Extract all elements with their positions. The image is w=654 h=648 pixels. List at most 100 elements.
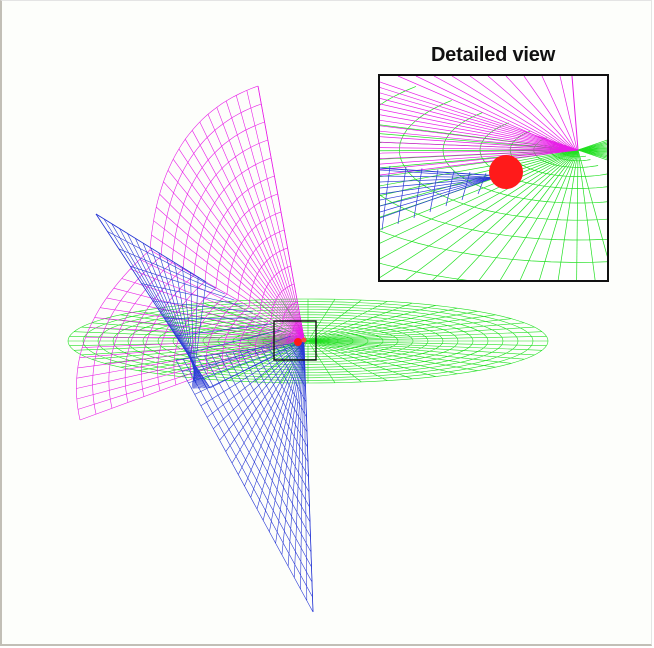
inset-pink-ring [541, 76, 577, 151]
blue-ring [175, 359, 314, 613]
pink-ring [254, 283, 295, 356]
pink-ring [238, 265, 292, 362]
inset-blue-line [380, 175, 501, 179]
inset-pink-ring [469, 76, 573, 151]
disc-spoke [307, 340, 512, 364]
disc-spoke [307, 307, 458, 342]
inset-green-spoke [577, 141, 607, 151]
inset-blue-line [380, 176, 501, 195]
blue-edge [303, 341, 314, 613]
inset-blue-line [380, 176, 501, 189]
blue-ring [268, 346, 307, 418]
inset-green-spoke [380, 149, 579, 244]
blue-ring [225, 352, 310, 508]
blue-ring [204, 355, 312, 553]
inset-green-spoke [577, 149, 607, 151]
disc-spoke [307, 340, 413, 380]
blue-ring [275, 345, 307, 403]
blue-flap-ring [187, 329, 282, 354]
inset-green-spoke [519, 149, 579, 280]
inset-pink-ring [505, 76, 575, 151]
disc-spoke [307, 322, 525, 342]
disc-spoke [69, 336, 309, 342]
blue-flap-ring [175, 323, 272, 337]
inset-green-spoke [577, 149, 607, 151]
disc-spoke [307, 340, 543, 351]
inset-green-spoke [456, 149, 579, 280]
blue-ring [261, 347, 308, 433]
blue-flap-ring [152, 300, 254, 313]
inset-blue-ring [445, 170, 455, 207]
blue-cone-surface [95, 213, 314, 613]
inset-blue-line [380, 175, 501, 213]
disc-spoke [307, 318, 512, 342]
green-disc-surface [67, 298, 549, 384]
inset-blue-line [380, 176, 501, 201]
pink-ring [108, 121, 265, 409]
disc-spoke [307, 340, 496, 368]
pink-ring [141, 157, 272, 397]
pink-ring [271, 301, 298, 350]
inset-green-spoke [577, 146, 607, 151]
blue-ring [211, 354, 311, 538]
disc-spoke [307, 305, 436, 342]
inset-green-spoke [577, 149, 607, 154]
inset-green-spoke [405, 149, 579, 280]
disc-spoke [307, 311, 478, 342]
pink-ring [222, 247, 288, 368]
inset-blue-line [380, 175, 501, 207]
inset-green-spoke [380, 149, 579, 278]
inset-blue-ring [461, 171, 471, 201]
blue-flap-ring [130, 265, 235, 301]
inset-pink-generator [380, 149, 579, 154]
pink-ring [124, 139, 269, 403]
inset-pink-ring [451, 76, 572, 151]
inset-blue-edge [380, 167, 501, 177]
inset-pink-generator [380, 149, 579, 170]
inset-green-spoke [577, 147, 607, 151]
pink-ring [92, 103, 262, 415]
inset-green-spoke [577, 149, 607, 156]
inset-pink-generator [380, 136, 579, 151]
inset-green-spoke [577, 145, 607, 151]
main-scene [67, 85, 549, 613]
inset-pink-generator [380, 81, 579, 151]
inset-green-spoke [577, 149, 607, 158]
inset-blue-ring [477, 173, 487, 195]
inset-pink-ring [415, 76, 571, 151]
inset-pink-edge [571, 76, 579, 151]
inset-pink-generator [380, 141, 579, 151]
inset-pink-ring [433, 76, 571, 151]
inset-green-spoke [577, 142, 607, 151]
inset-pink-ring [397, 76, 570, 151]
inset-intersection-point [489, 155, 523, 189]
disc-spoke [307, 336, 547, 342]
disc-spoke [307, 302, 413, 342]
inset-title: Detailed view [430, 44, 556, 66]
disc-spoke [307, 314, 496, 342]
inset-pink-generator [380, 149, 579, 165]
blue-ring [197, 356, 312, 568]
disc-spoke [307, 340, 478, 371]
blue-ring [189, 357, 313, 583]
disc-spoke [307, 326, 535, 342]
inset-green-ring [380, 230, 607, 263]
pink-edge [257, 85, 305, 339]
intersection-point-halo [301, 337, 307, 343]
inset-blue-surface [380, 165, 501, 231]
inset-green-spoke [478, 149, 579, 280]
inset-green-spoke [577, 149, 607, 153]
inset-pink-generator [380, 119, 579, 151]
inset-pink-generator [380, 130, 579, 151]
disc-spoke [307, 340, 436, 377]
blue-ring [282, 344, 306, 388]
inset-green-spoke [577, 149, 607, 155]
inset-blue-ring [429, 169, 439, 213]
blue-flap-ring [118, 248, 225, 295]
inset-pink-surface [380, 76, 579, 176]
inset-green-spoke [380, 133, 579, 151]
blue-ring [218, 353, 311, 523]
detailed-view-inset [378, 74, 609, 282]
pink-ring [206, 229, 285, 374]
blue-flap-edge [95, 213, 211, 389]
